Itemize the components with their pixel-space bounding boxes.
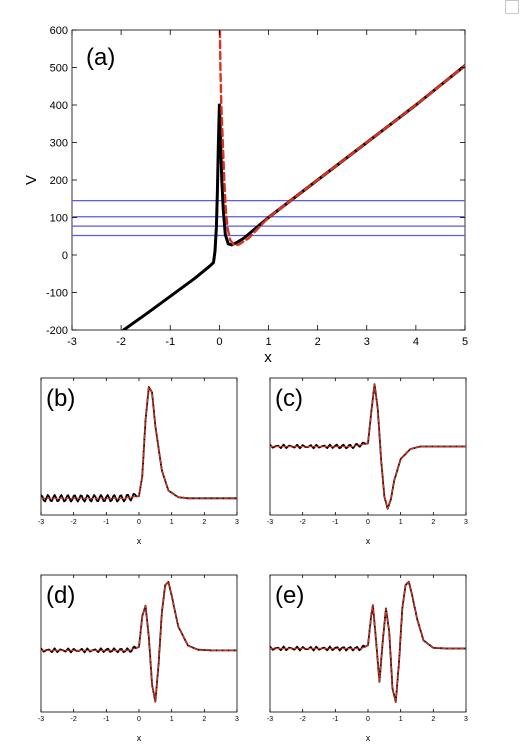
x-tick-label: 0 bbox=[366, 716, 370, 723]
panel-e-series bbox=[270, 580, 466, 703]
x-tick-label: 3 bbox=[235, 519, 239, 526]
panel-b-label: (b) bbox=[46, 385, 75, 412]
x-tick-label: 0 bbox=[137, 716, 141, 723]
x-tick-label: -1 bbox=[103, 716, 109, 723]
x-tick-label: 2 bbox=[431, 716, 435, 723]
panel-a-ticks: -3 -2 -1 0 1 2 3 4 5 -200 -100 0 100 200 300 400 500 600 bbox=[46, 25, 468, 348]
panel-e-xlabel: x bbox=[366, 733, 371, 743]
x-tick-label: 0 bbox=[137, 519, 141, 526]
panel-c: -3 -2 -1 0 1 2 3 (c) x bbox=[267, 377, 468, 546]
x-tick-label: 2 bbox=[202, 519, 206, 526]
x-tick-label: 1 bbox=[399, 716, 403, 723]
x-tick-label: 1 bbox=[170, 716, 174, 723]
panel-d-xlabel: x bbox=[137, 733, 142, 743]
panel-b-series bbox=[41, 386, 237, 503]
panel-a-series-solid bbox=[122, 64, 465, 330]
panel-c-series bbox=[270, 383, 466, 510]
x-tick-label: 0 bbox=[366, 519, 370, 526]
y-tick-label: 0 bbox=[62, 250, 68, 262]
panel-b: -3 -2 -1 0 1 2 3 (b) x bbox=[38, 377, 239, 546]
y-tick-label: -200 bbox=[46, 325, 68, 337]
x-tick-label: -1 bbox=[332, 519, 338, 526]
x-tick-label: -2 bbox=[116, 336, 126, 348]
x-tick-label: -3 bbox=[38, 716, 44, 723]
x-tick-label: 1 bbox=[170, 519, 174, 526]
panel-e: -3 -2 -1 0 1 2 3 (e) x bbox=[267, 574, 468, 743]
x-tick-label: -3 bbox=[67, 336, 77, 348]
x-tick-label: -3 bbox=[38, 519, 44, 526]
x-tick-label: 3 bbox=[464, 519, 468, 526]
x-tick-label: -3 bbox=[267, 519, 273, 526]
panel-a: -3 -2 -1 0 1 2 3 4 5-200-1000100200300400500600 … bbox=[23, 25, 468, 366]
x-tick-label: 4 bbox=[413, 336, 419, 348]
x-tick-label: -1 bbox=[165, 336, 175, 348]
panel-e-ticks: -3 -2 -1 0 1 2 3 bbox=[267, 575, 468, 723]
x-tick-label: -1 bbox=[103, 519, 109, 526]
panel-a-ylabel: V bbox=[23, 175, 40, 185]
panel-d-series-dashed bbox=[41, 581, 237, 703]
panel-d-ticks: -3 -2 -1 0 1 2 3 bbox=[38, 575, 239, 723]
x-tick-label: 0 bbox=[216, 336, 222, 348]
x-tick-label: 2 bbox=[202, 716, 206, 723]
x-tick-label: 3 bbox=[235, 716, 239, 723]
panel-d-label: (d) bbox=[46, 582, 75, 609]
panel-b-xlabel: x bbox=[137, 536, 142, 546]
panel-a-label: (a) bbox=[86, 44, 115, 71]
x-tick-label: -2 bbox=[71, 716, 77, 723]
panel-e-series-dashed bbox=[270, 581, 466, 703]
panel-e-label: (e) bbox=[275, 582, 304, 609]
panel-c-label: (c) bbox=[275, 385, 303, 412]
x-tick-label: -1 bbox=[332, 716, 338, 723]
x-tick-label: -2 bbox=[300, 519, 306, 526]
y-tick-label: 500 bbox=[50, 63, 68, 75]
panel-b-ticks: -3 -2 -1 0 1 2 3 bbox=[38, 378, 239, 526]
y-tick-label: 100 bbox=[50, 213, 68, 225]
x-tick-label: 2 bbox=[431, 519, 435, 526]
x-tick-label: 1 bbox=[265, 336, 271, 348]
x-tick-label: 5 bbox=[462, 336, 468, 348]
y-tick-label: -100 bbox=[46, 288, 68, 300]
x-tick-label: -2 bbox=[300, 716, 306, 723]
x-tick-label: 3 bbox=[364, 336, 370, 348]
x-tick-label: -3 bbox=[267, 716, 273, 723]
panel-b-series-dashed bbox=[41, 386, 237, 499]
panel-a-series bbox=[122, 30, 465, 330]
panel-a-axes bbox=[71, 29, 466, 331]
panel-a-xlabel: x bbox=[264, 349, 272, 366]
y-tick-label: 200 bbox=[50, 175, 68, 187]
panel-c-xlabel: x bbox=[366, 536, 371, 546]
y-tick-label: 300 bbox=[50, 138, 68, 150]
y-tick-label: 600 bbox=[50, 25, 68, 37]
panel-c-series-dashed bbox=[270, 383, 466, 510]
y-tick-label: 400 bbox=[50, 100, 68, 112]
window-corner-box bbox=[505, 0, 519, 14]
x-tick-label: -2 bbox=[71, 519, 77, 526]
x-tick-label: 1 bbox=[399, 519, 403, 526]
panel-a-series-dashed bbox=[218, 30, 465, 247]
panel-d: -3 -2 -1 0 1 2 3 (d) x bbox=[38, 574, 239, 743]
x-tick-label: 3 bbox=[464, 716, 468, 723]
x-tick-label: 2 bbox=[315, 336, 321, 348]
panel-d-series bbox=[41, 581, 237, 703]
panel-c-ticks: -3 -2 -1 0 1 2 3 bbox=[267, 378, 468, 526]
